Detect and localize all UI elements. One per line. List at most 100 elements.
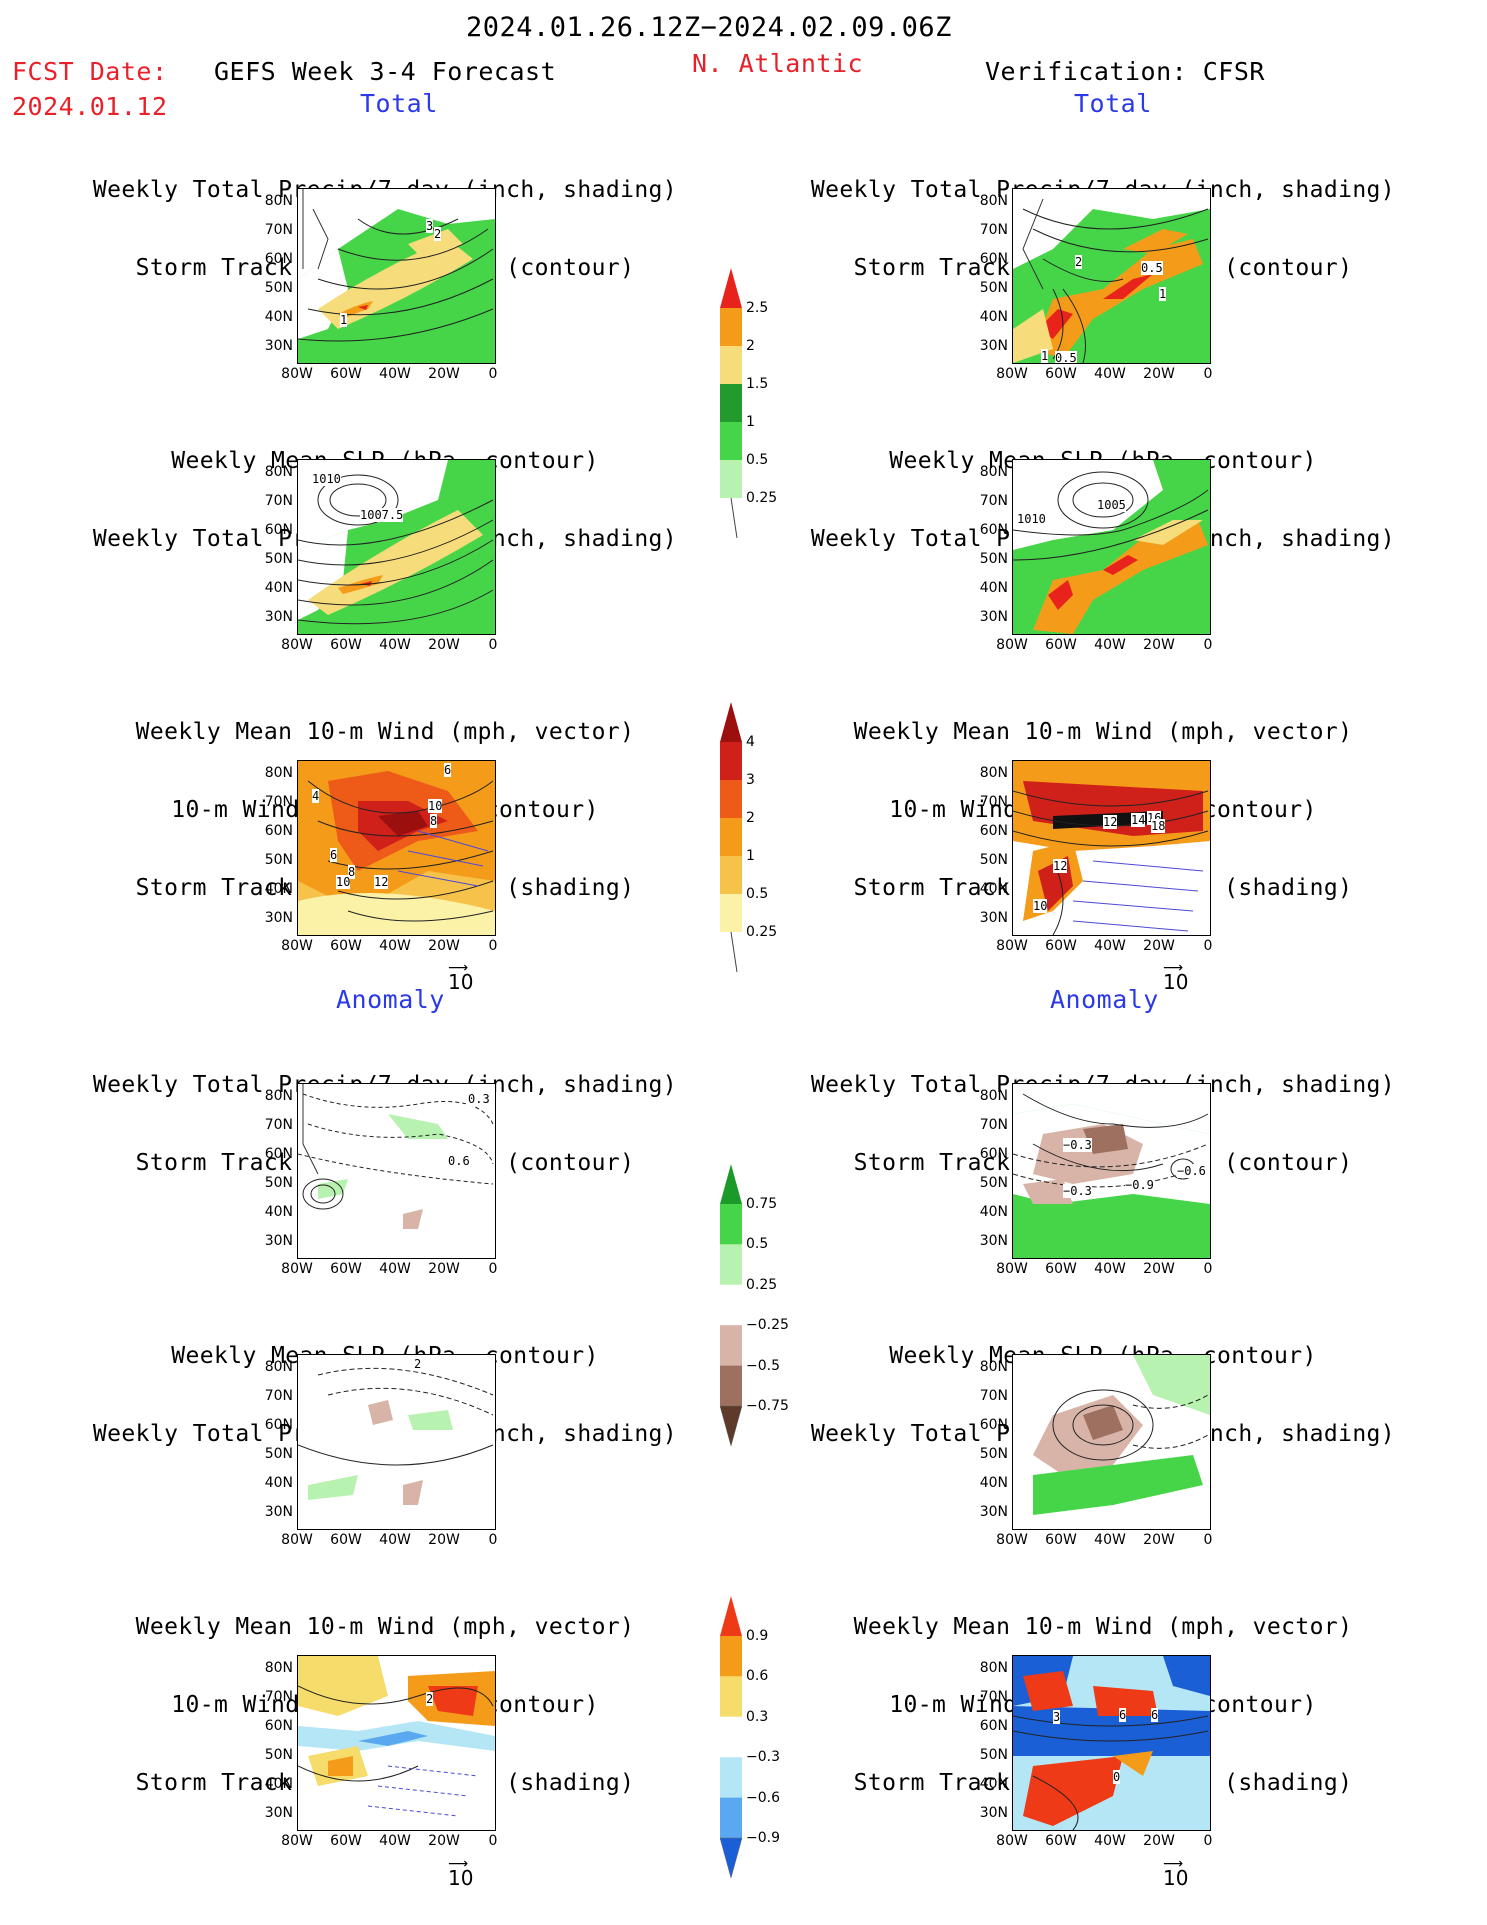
map-forecast-wind-anomaly: 2 bbox=[297, 1655, 496, 1831]
lon-tick-label: 40W bbox=[1094, 1532, 1126, 1548]
colorbar-label: 4 bbox=[746, 734, 755, 750]
colorbar-precip-total: 2.5 2 1.5 1 0.5 0.25 bbox=[720, 268, 777, 539]
lon-tick-label: 60W bbox=[330, 1833, 362, 1849]
lat-tick-label: 60N bbox=[979, 522, 1008, 538]
lat-tick-label: 80N bbox=[264, 193, 293, 209]
lat-tick-label: 40N bbox=[979, 881, 1008, 897]
lat-tick-label: 40N bbox=[979, 580, 1008, 596]
colorbar-cap bbox=[730, 497, 738, 539]
lat-tick-label: 60N bbox=[979, 1146, 1008, 1162]
contour-label: 0.6 bbox=[448, 1154, 470, 1168]
map-forecast-precip-storm: 3 2 1 bbox=[297, 188, 496, 364]
lon-tick-label: 80W bbox=[281, 938, 313, 954]
lon-tick-label: 0 bbox=[1203, 938, 1213, 954]
map-verification-slp-anomaly bbox=[1012, 1354, 1211, 1530]
lon-tick-label: 0 bbox=[488, 637, 498, 653]
lon-tick-label: 80W bbox=[996, 366, 1028, 382]
colorbar-label: 0.5 bbox=[746, 452, 769, 468]
lon-tick-label: 0 bbox=[488, 1532, 498, 1548]
lon-tick-label: 40W bbox=[1094, 1261, 1126, 1277]
fcst-date-value: 2024.01.12 bbox=[12, 92, 168, 121]
lon-tick-label: 20W bbox=[428, 1833, 460, 1849]
lat-tick-label: 60N bbox=[264, 823, 293, 839]
vector-reference-forecast-anomaly: ⟶ 10 bbox=[448, 1856, 473, 1890]
colorbar-storm-total: 4 3 2 1 0.5 0.25 bbox=[720, 702, 777, 973]
colorbar-label: 0.25 bbox=[746, 1276, 778, 1293]
vector-arrow: ⟶ bbox=[1163, 960, 1184, 976]
lon-tick-label: 20W bbox=[1143, 938, 1175, 954]
contour-label: −0.9 bbox=[1125, 1178, 1154, 1192]
lat-tick-label: 40N bbox=[979, 309, 1008, 325]
colorbar-label: 1 bbox=[746, 414, 755, 430]
contour-label: 2 bbox=[414, 1357, 422, 1371]
contour-label: 6 bbox=[1119, 1708, 1127, 1722]
fcst-date-label: FCST Date: bbox=[12, 57, 168, 86]
verification-title: Verification: CFSR bbox=[985, 57, 1265, 86]
lat-tick-label: 50N bbox=[979, 1446, 1008, 1462]
lon-tick-label: 60W bbox=[1045, 366, 1077, 382]
lat-tick-label: 50N bbox=[979, 551, 1008, 567]
lat-tick-label: 50N bbox=[264, 1446, 293, 1462]
lon-tick-label: 60W bbox=[1045, 1833, 1077, 1849]
colorbar-label: 0.6 bbox=[746, 1668, 769, 1685]
colorbar-band bbox=[720, 460, 742, 498]
lat-tick-label: 80N bbox=[264, 1359, 293, 1375]
lat-tick-label: 30N bbox=[979, 1805, 1008, 1821]
contour-label: −0.3 bbox=[1063, 1184, 1092, 1198]
forecast-total-label: Total bbox=[360, 89, 438, 118]
contour-label: 12 bbox=[374, 875, 389, 889]
colorbar-band bbox=[720, 1797, 742, 1838]
contour-label: 10 bbox=[1033, 899, 1048, 913]
colorbar-label: 0.75 bbox=[746, 1196, 778, 1212]
vector-reference-forecast-total: ⟶ 10 bbox=[448, 960, 473, 994]
lon-tick-label: 80W bbox=[996, 938, 1028, 954]
contour-label: −0.6 bbox=[1177, 1164, 1206, 1178]
lat-tick-label: 80N bbox=[979, 1088, 1008, 1104]
vector-scale-label: 10 bbox=[448, 1866, 474, 1890]
contour-label: 8 bbox=[430, 814, 438, 828]
lat-tick-label: 70N bbox=[979, 1117, 1008, 1133]
lat-tick-label: 40N bbox=[979, 1776, 1008, 1792]
lat-tick-label: 50N bbox=[264, 551, 293, 567]
lat-tick-label: 60N bbox=[264, 251, 293, 267]
contour-label: 6 bbox=[330, 848, 338, 862]
colorbar-band bbox=[720, 422, 742, 460]
lon-tick-label: 80W bbox=[281, 637, 313, 653]
contour-label: 0 bbox=[1113, 1770, 1121, 1784]
lon-tick-label: 60W bbox=[1045, 1532, 1077, 1548]
lat-tick-label: 40N bbox=[264, 1204, 293, 1220]
title-line: Weekly Mean 10-m Wind (mph, vector) bbox=[135, 1614, 635, 1640]
lat-tick-label: 60N bbox=[264, 1718, 293, 1734]
lat-tick-label: 80N bbox=[979, 1359, 1008, 1375]
map-verification-wind: 12 14 16 18 12 10 bbox=[1012, 760, 1211, 936]
lat-tick-label: 70N bbox=[264, 1689, 293, 1705]
contour-label: 1 bbox=[1041, 349, 1049, 363]
lat-tick-label: 40N bbox=[264, 1776, 293, 1792]
contour-label: 1010 bbox=[312, 472, 341, 486]
lon-tick-label: 80W bbox=[996, 1261, 1028, 1277]
lat-tick-label: 80N bbox=[264, 765, 293, 781]
lon-tick-label: 20W bbox=[428, 1261, 460, 1277]
lat-tick-label: 60N bbox=[264, 1146, 293, 1162]
map-forecast-precip-anomaly: 0.3 0.6 bbox=[297, 1083, 496, 1259]
lat-tick-label: 40N bbox=[264, 580, 293, 596]
lon-tick-label: 20W bbox=[1143, 1532, 1175, 1548]
contour-label: 12 bbox=[1053, 859, 1068, 873]
colorbar-cap bbox=[719, 1837, 743, 1879]
lon-tick-label: 0 bbox=[1203, 637, 1213, 653]
lon-tick-label: 40W bbox=[1094, 637, 1126, 653]
vector-arrow: ⟶ bbox=[448, 1856, 469, 1872]
colorbar-band bbox=[720, 818, 742, 856]
colorbar-band bbox=[720, 1676, 742, 1717]
lon-tick-label: 40W bbox=[1094, 938, 1126, 954]
lat-tick-label: 40N bbox=[264, 309, 293, 325]
lat-tick-label: 70N bbox=[264, 1388, 293, 1404]
lat-tick-label: 30N bbox=[264, 910, 293, 926]
map-verification-wind-anomaly: 3 6 6 0 bbox=[1012, 1655, 1211, 1831]
lon-tick-label: 20W bbox=[428, 938, 460, 954]
lat-tick-label: 30N bbox=[979, 338, 1008, 354]
colorbar-label: 0.25 bbox=[746, 924, 778, 940]
colorbar-band bbox=[720, 308, 742, 346]
contour-label: 2 bbox=[1075, 255, 1083, 269]
colorbar-band bbox=[720, 346, 742, 384]
